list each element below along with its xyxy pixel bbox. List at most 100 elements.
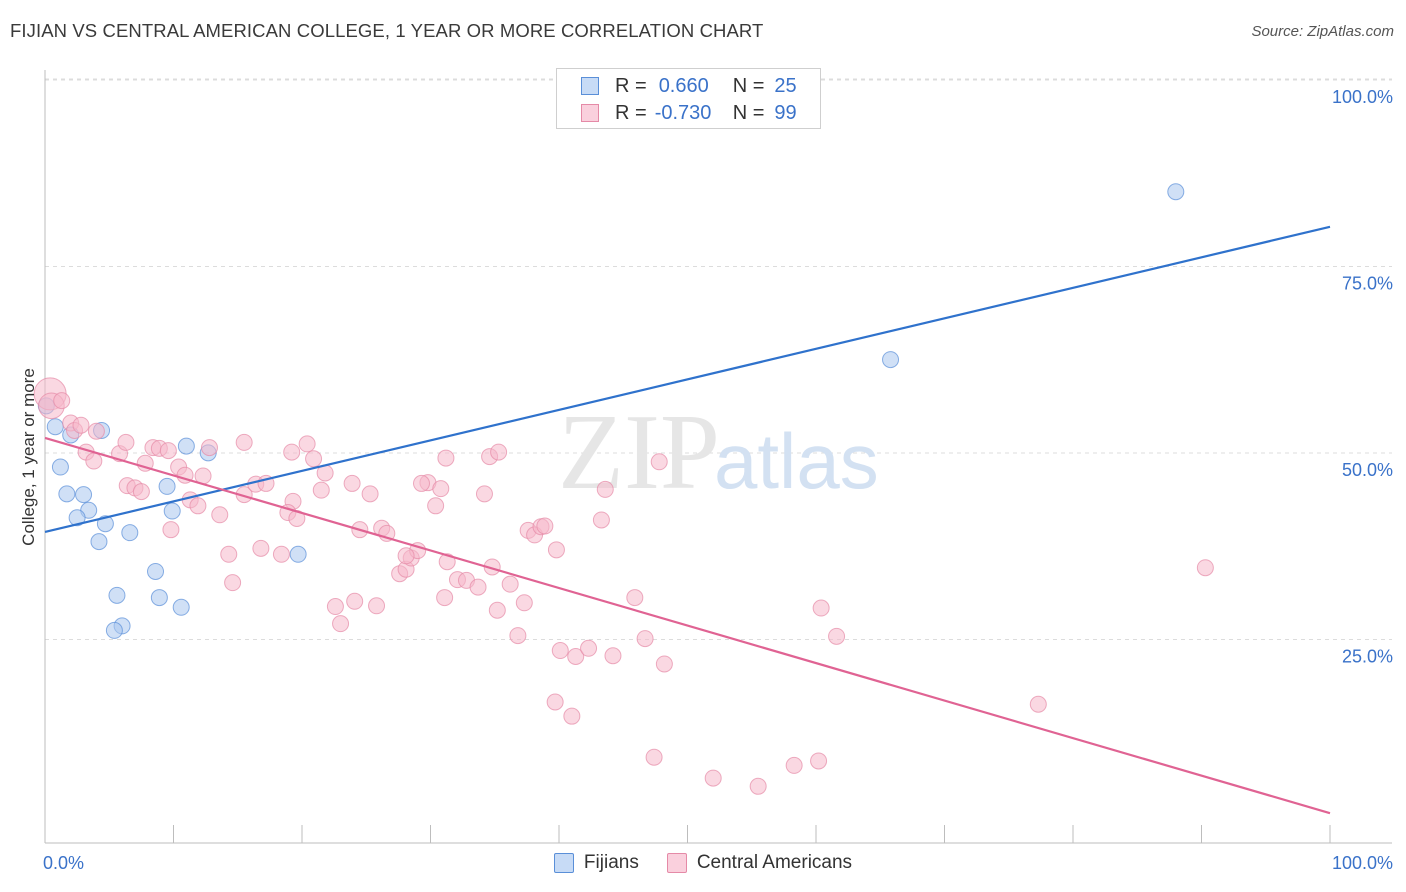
central-american-point (1029, 695, 1047, 713)
central-american-point (343, 474, 361, 492)
x-tick-label: 100.0% (1332, 853, 1393, 873)
fijian-point (75, 486, 93, 504)
central-american-point (551, 642, 569, 660)
fijian-point (1167, 183, 1185, 201)
gridlines (45, 78, 1392, 640)
central-american-point (224, 574, 242, 592)
legend-n-label: N = (732, 101, 765, 124)
watermark-atlas: atlas (714, 417, 879, 505)
central-american-point (509, 627, 527, 645)
central-american-point (397, 547, 415, 565)
central-american-point (704, 769, 722, 787)
central-american-point (437, 449, 455, 467)
x-tick-label: 0.0% (43, 853, 84, 873)
legend-row-fijians: R = 0.660 N = 25 (581, 74, 797, 98)
central-american-point (812, 599, 830, 617)
central-american-point (828, 627, 846, 645)
central-american-point (159, 442, 177, 460)
legend-label-fijians: Fijians (583, 852, 639, 873)
central-american-point (475, 485, 493, 503)
watermark-zip: ZIP (558, 393, 720, 512)
y-tick-label: 75.0% (1342, 274, 1393, 294)
y-tick-label: 50.0% (1342, 460, 1393, 480)
central-american-point (211, 506, 229, 524)
fijian-point (150, 589, 168, 607)
central-american-point (636, 630, 654, 648)
central-american-point (626, 589, 644, 607)
legend-row-central-americans: R = -0.730 N = 99 (581, 101, 797, 125)
central-american-point (326, 598, 344, 616)
fijian-point (121, 524, 139, 542)
fijian-point (58, 485, 76, 503)
central-american-point (604, 647, 622, 665)
central-american-point (252, 539, 270, 557)
fijian-point (177, 437, 195, 455)
central-american-point (749, 777, 767, 795)
central-american-point (436, 589, 454, 607)
watermark: ZIP atlas (558, 393, 879, 512)
legend-r-value: -0.730 (654, 101, 712, 124)
central-american-point (432, 480, 450, 498)
legend-swatch-fijians (581, 77, 599, 95)
central-american-point (72, 416, 90, 434)
central-american-point (515, 594, 533, 612)
fijian-point (68, 509, 86, 527)
fijian-point (108, 586, 126, 604)
fijian-point (289, 545, 307, 563)
central-american-point (488, 601, 506, 619)
central-american-point (547, 541, 565, 559)
fijian-point (882, 351, 900, 369)
legend-n-value: 25 (774, 74, 797, 97)
fijian-point (158, 477, 176, 495)
central-american-point (413, 474, 431, 492)
central-american-point (189, 497, 207, 515)
axes (44, 70, 1392, 844)
central-american-point (501, 575, 519, 593)
legend-item-fijians[interactable]: Fijians (553, 852, 639, 874)
central-american-point (200, 439, 218, 457)
legend-item-central-americans[interactable]: Central Americans (666, 852, 853, 874)
fijian-point (163, 502, 181, 520)
fijian-point (51, 458, 69, 476)
central-american-point (85, 452, 103, 470)
central-american-point (596, 480, 614, 498)
central-american-point (117, 433, 135, 451)
central-american-point (298, 435, 316, 453)
y-axis-label: College, 1 year or more (19, 368, 38, 546)
central-american-point (220, 545, 238, 563)
series-legend: Fijians Central Americans (0, 852, 1406, 874)
central-american-point (655, 655, 673, 673)
y-tick-label: 100.0% (1332, 87, 1393, 107)
central-american-point (368, 597, 386, 615)
central-american-point (490, 443, 508, 461)
central-american-point (87, 422, 105, 440)
legend-label-central-americans: Central Americans (696, 852, 853, 873)
central-american-point (427, 497, 445, 515)
chart-title: FIJIAN VS CENTRAL AMERICAN COLLEGE, 1 YE… (10, 20, 764, 41)
central-american-point (546, 693, 564, 711)
legend-swatch-central-americans (581, 104, 599, 122)
central-american-point (305, 450, 323, 468)
central-american-point (162, 521, 180, 539)
source-credit: Source: ZipAtlas.com (1251, 23, 1394, 40)
legend-n-value: 99 (774, 101, 797, 124)
fijian-point (172, 598, 190, 616)
fijian-point (96, 515, 114, 533)
central-american-point (272, 545, 290, 563)
fijian-point (147, 562, 165, 580)
stats-legend: R = 0.660 N = 25 R = -0.730 N = 99 (556, 68, 821, 129)
fijian-trend-line (44, 225, 1331, 533)
fijian-point (46, 418, 64, 436)
central-american-point (283, 443, 301, 461)
data-points (33, 183, 1214, 795)
central-american-point (563, 707, 581, 725)
fijian-point (90, 533, 108, 551)
legend-r-value: 0.660 (658, 74, 709, 97)
y-tick-label: 25.0% (1342, 647, 1393, 667)
central-american-point (53, 392, 71, 410)
central-american-point (235, 433, 253, 451)
central-american-point (361, 485, 379, 503)
trend-lines (44, 225, 1331, 815)
central-american-point (785, 756, 803, 774)
